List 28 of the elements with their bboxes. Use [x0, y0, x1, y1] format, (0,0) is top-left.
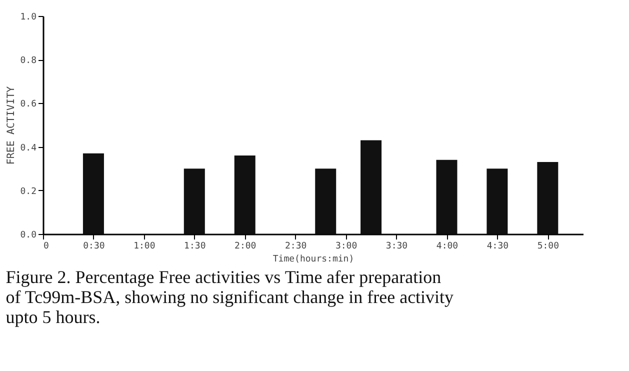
y-tick-label: 0.0: [20, 230, 36, 240]
x-tick-label: 3:30: [386, 242, 408, 252]
y-tick-label: 0.4: [20, 143, 36, 154]
x-tick-label: 0:30: [83, 242, 105, 252]
y-tick-label: 0.6: [20, 100, 36, 110]
bar: [184, 168, 205, 234]
x-tick-label: 1:30: [184, 242, 206, 252]
y-tick-label: 0.8: [20, 56, 36, 66]
bar: [234, 156, 256, 234]
x-tick-label: 4:30: [486, 242, 509, 252]
y-tick-label: 0.2: [20, 186, 36, 197]
x-tick-label: 5:00: [537, 242, 560, 252]
x-tick-label: 1:00: [134, 242, 156, 252]
y-tick-label: 1.0: [20, 12, 36, 22]
x-tick-label: 3:00: [335, 242, 358, 252]
caption: Figure 2. Percentage Free activities vs Time afer preparation of Tc99m-BSA, showing no significant change in free activity upto 5 hours.: [6, 267, 454, 327]
bar: [360, 140, 382, 234]
x-tick-label: 0: [44, 242, 49, 252]
y-axis-title: FREE ACTIVITY: [6, 86, 18, 165]
x-tick-label: 2:00: [234, 242, 256, 252]
x-axis-title: Time(hours:min): [272, 254, 354, 264]
x-tick-label: 4:00: [436, 242, 458, 252]
x-tick-label: 2:30: [284, 242, 307, 252]
bar: [315, 168, 336, 234]
bar: [82, 153, 104, 234]
bar: [436, 160, 458, 234]
bar: [486, 168, 508, 234]
bar: [537, 162, 558, 234]
